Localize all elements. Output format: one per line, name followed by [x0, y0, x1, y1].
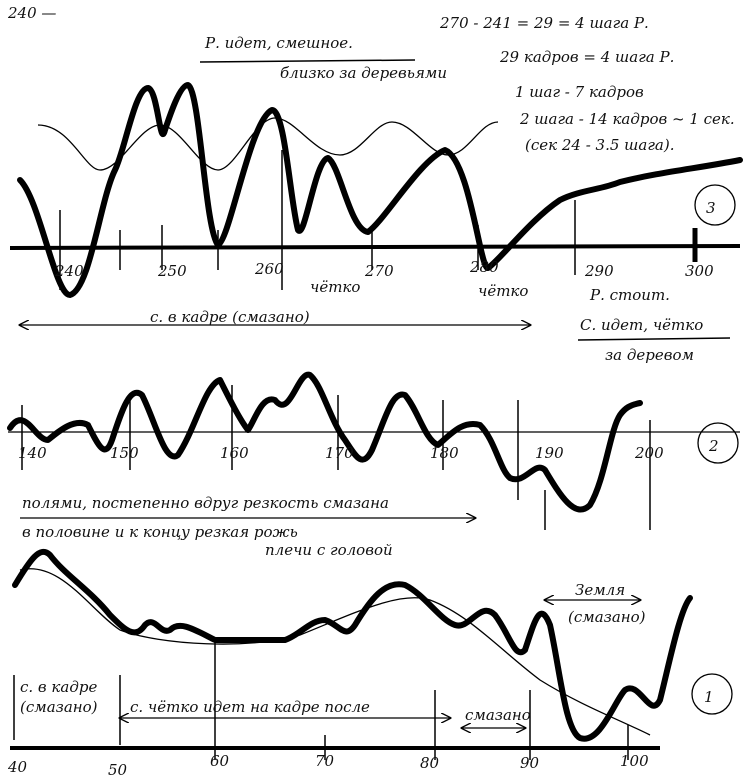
tick-label: 80 — [420, 754, 440, 772]
tick-label: 60 — [210, 752, 230, 770]
note: в половине и к концу резкая рожь — [22, 523, 298, 541]
underline — [200, 60, 415, 62]
tick-label: 70 — [315, 752, 335, 770]
note: Р. стоит. — [589, 286, 670, 304]
note: Земля — [575, 581, 625, 599]
note: за деревом — [605, 346, 694, 364]
note: (смазано) — [568, 608, 646, 626]
page-number: 240 — — [7, 4, 56, 22]
document: 240 — Р. идет, смешное. близко за деревь… — [0, 0, 744, 780]
panel-title: Р. идет, смешное. — [204, 34, 353, 52]
span-label: с. в кадре (смазано) — [150, 308, 310, 326]
tick-label: 50 — [108, 761, 128, 779]
tick-label: 280 — [469, 258, 499, 276]
tick-label: 200 — [634, 444, 664, 462]
tick-label: 40 — [7, 758, 28, 776]
mark-label: чётко — [310, 278, 360, 296]
tick-label: 100 — [620, 752, 649, 770]
note: с. в кадре — [20, 678, 97, 696]
note: С. идет, чётко — [580, 316, 703, 334]
note: (смазано) — [20, 698, 98, 716]
note: смазано — [465, 706, 531, 724]
tick-label: 170 — [325, 444, 354, 462]
tick-label: 260 — [254, 260, 284, 278]
panel-subtitle: близко за деревьями — [280, 64, 447, 82]
note: (сек 24 - 3.5 шага). — [525, 136, 674, 154]
note: 1 шаг - 7 кадров — [515, 83, 644, 101]
tick-label: 150 — [110, 444, 139, 462]
note: 2 шага - 14 кадров ~ 1 сек. — [519, 110, 735, 128]
tick-label: 300 — [685, 262, 714, 280]
tick-label: 290 — [584, 262, 614, 280]
note: полями, постепенно вдруг резкость смазан… — [22, 494, 389, 512]
panel-number: 2 — [708, 437, 719, 455]
span-label: с. чётко идет на кадре после — [130, 698, 370, 716]
tick-label: 160 — [220, 444, 249, 462]
tick-label: 180 — [430, 444, 459, 462]
panel-number: 3 — [706, 199, 716, 217]
tick-label: 270 — [364, 262, 394, 280]
tick-label: 240 — [54, 262, 84, 280]
underline — [578, 338, 730, 340]
note: 29 кадров = 4 шага Р. — [499, 48, 674, 66]
tick-label: 250 — [157, 262, 187, 280]
tick-label: 140 — [18, 444, 47, 462]
curve — [10, 375, 640, 510]
tick-label: 190 — [535, 444, 564, 462]
note: 270 - 241 = 29 = 4 шага Р. — [439, 14, 649, 32]
note: плечи с головой — [265, 541, 393, 559]
panel-number: 1 — [704, 688, 714, 706]
tick-label: 90 — [520, 754, 540, 772]
mark-label: чётко — [478, 282, 528, 300]
